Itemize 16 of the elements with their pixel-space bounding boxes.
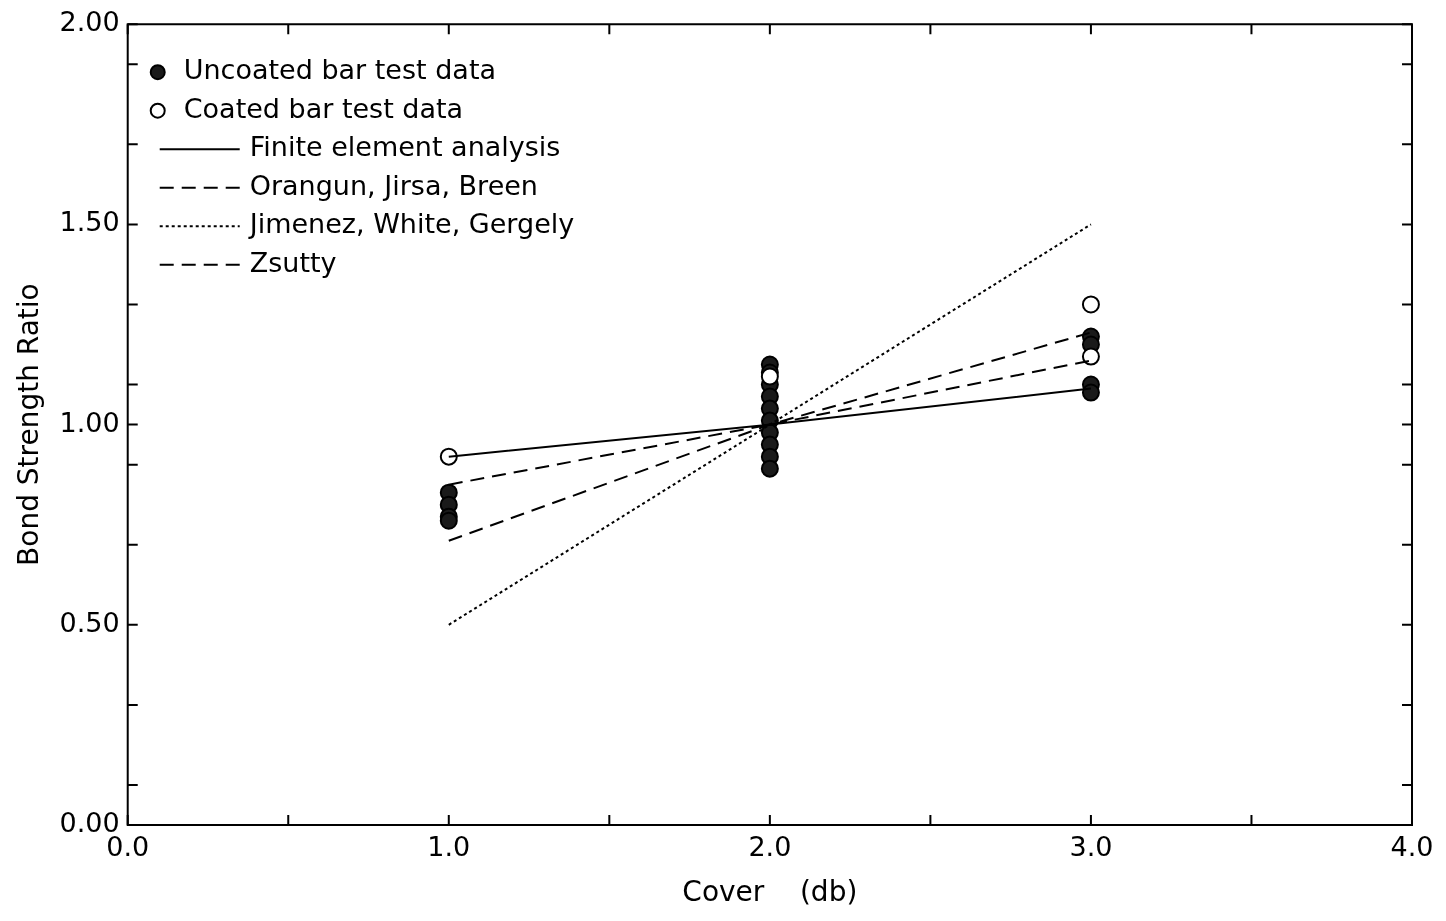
x-tick-label: 2.0 bbox=[748, 831, 792, 863]
y-tick-label: 0.50 bbox=[59, 606, 120, 638]
legend-label: Jimenez, White, Gergely bbox=[247, 208, 575, 240]
legend-label: Orangun, Jirsa, Breen bbox=[249, 169, 538, 201]
legend-label: Finite element analysis bbox=[249, 131, 561, 163]
legend-label: Zsutty bbox=[249, 246, 337, 278]
y-axis-title: Bond Strength Ratio bbox=[12, 283, 46, 566]
x-tick-label: 3.0 bbox=[1069, 831, 1113, 863]
x-tick-label: 1.0 bbox=[427, 831, 471, 863]
y-tick-label: 1.50 bbox=[59, 206, 120, 238]
x-tick-label: 4.0 bbox=[1390, 831, 1434, 863]
y-tick-label: 1.00 bbox=[59, 406, 120, 438]
x-axis-title: Cover (db) bbox=[682, 875, 858, 909]
legend-label: Uncoated bar test data bbox=[183, 54, 497, 86]
y-tick-label: 2.00 bbox=[59, 6, 120, 38]
legend-label: Coated bar test data bbox=[183, 92, 464, 124]
